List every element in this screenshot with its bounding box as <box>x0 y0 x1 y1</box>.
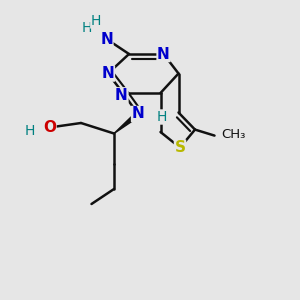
Text: H: H <box>157 110 167 124</box>
Text: N: N <box>132 106 144 122</box>
Polygon shape <box>114 112 140 134</box>
Text: N: N <box>115 88 128 103</box>
Text: N: N <box>100 32 113 46</box>
Text: CH₃: CH₃ <box>221 128 245 141</box>
Text: N: N <box>102 66 114 81</box>
Text: S: S <box>175 140 185 155</box>
Text: N: N <box>157 46 170 62</box>
Text: O: O <box>43 120 56 135</box>
Text: H: H <box>82 22 92 35</box>
Text: H: H <box>91 14 101 28</box>
Text: H: H <box>24 124 34 138</box>
